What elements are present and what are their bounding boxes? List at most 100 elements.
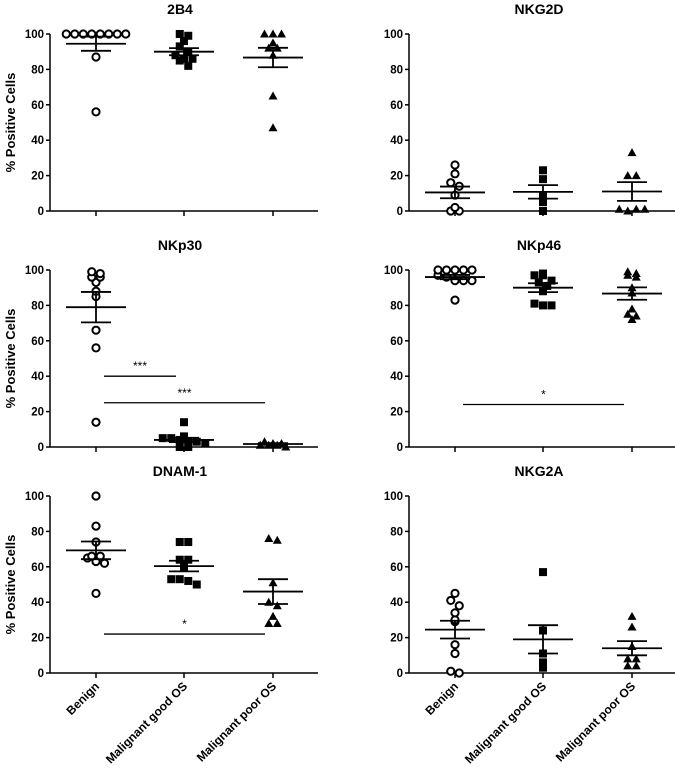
data-point-circle (450, 265, 460, 275)
data-point-circle (454, 668, 464, 678)
data-point-circle (91, 417, 101, 427)
y-tick-label: 100 (384, 265, 403, 277)
data-point-circle (91, 588, 101, 598)
data-point-circle (91, 491, 101, 501)
data-point-triangle (627, 315, 637, 324)
y-tick-label: 0 (397, 206, 403, 218)
data-point-triangle (631, 204, 641, 213)
y-tick-label: 60 (390, 100, 403, 112)
data-point-triangle (264, 533, 274, 542)
data-point-square (184, 538, 193, 547)
panel-nkp46: NKp46 0 20 40 60 80 100 * (384, 237, 675, 454)
data-point-square (175, 443, 184, 451)
data-point-triangle (614, 204, 624, 213)
panel-nkg2a: NKG2A 0 20 40 60 80 100 Benign Malignant good OS… (384, 463, 675, 766)
x-tick-label: Malignant poor OS (194, 679, 279, 764)
data-point-triangle (268, 29, 278, 38)
y-tick-label: 20 (31, 633, 44, 645)
data-point-circle (87, 267, 97, 277)
data-point-square (180, 432, 188, 441)
data-point-square (180, 54, 188, 63)
x-tick-label: Benign (422, 679, 461, 718)
data-point-square (539, 658, 547, 667)
y-tick-label: 20 (390, 407, 403, 419)
y-tick-label: 0 (397, 668, 403, 680)
data-point-triangle (272, 618, 282, 627)
y-tick-label: 40 (390, 371, 403, 383)
data-point-square (539, 269, 547, 278)
data-point-circle (450, 588, 460, 598)
data-point-square (180, 37, 188, 46)
y-tick-label: 40 (31, 135, 44, 147)
data-point-triangle (627, 304, 637, 313)
x-tick-label: Malignant good OS (103, 679, 190, 766)
data-point-circle (450, 648, 460, 659)
y-tick-label: 40 (31, 597, 44, 609)
y-tick-label: 40 (390, 135, 403, 147)
data-point-square (184, 443, 193, 451)
data-point-square (180, 418, 188, 427)
data-point-circle (121, 29, 131, 39)
y-tick-label: 0 (38, 206, 44, 218)
data-point-triangle (631, 269, 641, 278)
significance-label: * (541, 388, 546, 402)
data-point-triangle (623, 661, 633, 670)
significance-label: * (182, 617, 187, 631)
data-point-circle (446, 595, 456, 606)
data-point-triangle (627, 148, 637, 157)
data-point-square (539, 198, 547, 207)
data-point-triangle (260, 29, 269, 38)
data-point-triangle (623, 654, 633, 663)
data-point-square (530, 271, 539, 280)
data-point-triangle (268, 38, 278, 47)
data-point-circle (450, 608, 460, 618)
data-point-square (192, 580, 201, 589)
data-point-square (539, 568, 547, 577)
panel-title: NKp30 (158, 237, 203, 253)
data-point-square (175, 538, 184, 547)
data-point-triangle (623, 171, 633, 180)
data-point-circle (450, 640, 460, 650)
y-tick-label: 20 (390, 171, 403, 183)
y-tick-label: 40 (31, 371, 44, 383)
y-tick-label: 100 (384, 491, 403, 503)
data-point-triangle (272, 601, 282, 610)
y-tick-label: 100 (25, 29, 44, 41)
data-point-square (175, 56, 184, 65)
y-tick-label: 40 (390, 597, 403, 609)
x-tick-label: Benign (63, 679, 102, 718)
data-point-circle (91, 52, 101, 62)
data-point-circle (450, 295, 460, 305)
data-point-square (539, 166, 547, 175)
data-point-circle (450, 160, 460, 170)
data-point-circle (61, 29, 71, 39)
data-point-square (530, 299, 539, 308)
data-point-circle (450, 202, 460, 213)
data-point-triangle (272, 535, 282, 544)
y-tick-label: 60 (31, 336, 44, 348)
panel-nkg2d: NKG2D 0 20 40 60 80 100 (384, 1, 675, 218)
data-point-triangle (268, 123, 278, 132)
data-point-triangle (277, 29, 286, 38)
y-axis-label: % Positive Cells (3, 309, 18, 409)
data-point-square (175, 555, 184, 564)
panel-title: NKG2D (514, 1, 563, 17)
data-point-triangle (623, 309, 633, 318)
panel-2b4: 2B4 0 20 40 60 80 100 % Positive Cells (3, 1, 318, 218)
panel-title: 2B4 (167, 1, 193, 17)
data-point-triangle (631, 311, 641, 320)
significance-label: *** (133, 359, 147, 373)
data-point-triangle (623, 206, 633, 215)
data-point-triangle (627, 611, 637, 620)
y-tick-label: 0 (38, 668, 44, 680)
data-point-triangle (623, 267, 633, 276)
data-point-circle (91, 521, 101, 531)
x-tick-label: Malignant poor OS (553, 679, 638, 764)
data-point-circle (458, 265, 469, 275)
data-point-triangle (627, 622, 637, 631)
y-tick-label: 60 (390, 336, 403, 348)
panel-title: DNAM-1 (153, 463, 208, 479)
data-point-square (201, 439, 210, 448)
data-point-circle (112, 29, 122, 39)
y-tick-label: 80 (31, 526, 44, 538)
